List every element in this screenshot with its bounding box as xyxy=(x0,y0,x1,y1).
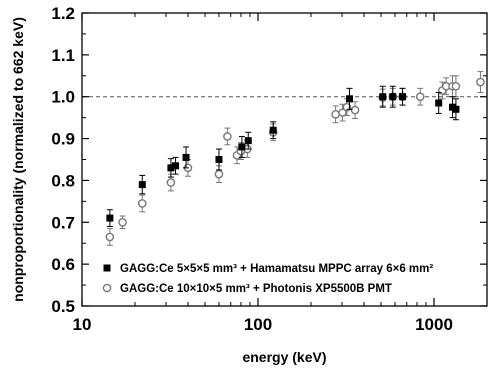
data-point xyxy=(269,126,277,134)
data-point xyxy=(452,105,460,113)
data-point xyxy=(238,143,246,151)
y-tick-label: 0.6 xyxy=(51,255,75,274)
data-point xyxy=(118,217,127,227)
data-point xyxy=(350,105,360,115)
data-point xyxy=(167,164,175,172)
x-tick-label: 1000 xyxy=(415,315,453,334)
data-point xyxy=(451,81,461,91)
data-point xyxy=(106,214,114,222)
data-point xyxy=(105,232,115,242)
legend: GAGG:Ce 5×5×5 mm³ + Hamamatsu MPPC array… xyxy=(102,263,433,295)
legend-label: GAGG:Ce 5×5×5 mm³ + Hamamatsu MPPC array… xyxy=(120,263,433,275)
data-point xyxy=(346,95,354,103)
data-point xyxy=(223,132,232,141)
series-layer xyxy=(105,71,485,246)
plot-frame xyxy=(81,12,488,307)
data-point xyxy=(137,199,147,208)
data-point xyxy=(182,153,190,161)
x-tick-label: 100 xyxy=(244,315,272,334)
data-point xyxy=(476,77,485,87)
data-point xyxy=(214,169,224,179)
data-point xyxy=(244,137,252,145)
x-axis-title: energy (keV) xyxy=(242,349,326,365)
data-point xyxy=(331,109,340,119)
y-axis-title: nonproportionality (normalized to 662 ke… xyxy=(10,17,26,302)
y-tick-label: 1.1 xyxy=(51,46,75,65)
legend-marker xyxy=(103,264,111,272)
data-point xyxy=(172,162,180,170)
x-tick-label: 10 xyxy=(73,315,92,334)
data-point xyxy=(379,93,387,101)
data-point xyxy=(338,108,347,117)
y-tick-label: 0.5 xyxy=(51,297,75,316)
legend-label: GAGG:Ce 10×10×5 mm³ + Photonis XP5500B P… xyxy=(120,283,392,295)
y-tick-label: 0.7 xyxy=(51,213,75,232)
data-point xyxy=(435,99,443,107)
y-tick-label: 1.0 xyxy=(51,88,75,107)
data-point xyxy=(215,156,223,163)
y-tick-label: 0.8 xyxy=(51,171,75,190)
y-tick-label: 0.9 xyxy=(51,130,75,149)
legend-marker xyxy=(102,283,112,293)
series-mppc xyxy=(106,85,460,227)
tick-layer: 0.5 0.6 0.7 0.8 0.9 1.0 1.1 1.2 10 100 1000 xyxy=(51,4,488,334)
data-point xyxy=(138,181,146,189)
data-point xyxy=(415,92,425,102)
y-tick-label: 1.2 xyxy=(51,4,75,23)
data-point xyxy=(166,178,176,187)
data-point xyxy=(389,93,397,101)
data-point xyxy=(398,93,406,101)
series-pmt xyxy=(105,71,485,246)
